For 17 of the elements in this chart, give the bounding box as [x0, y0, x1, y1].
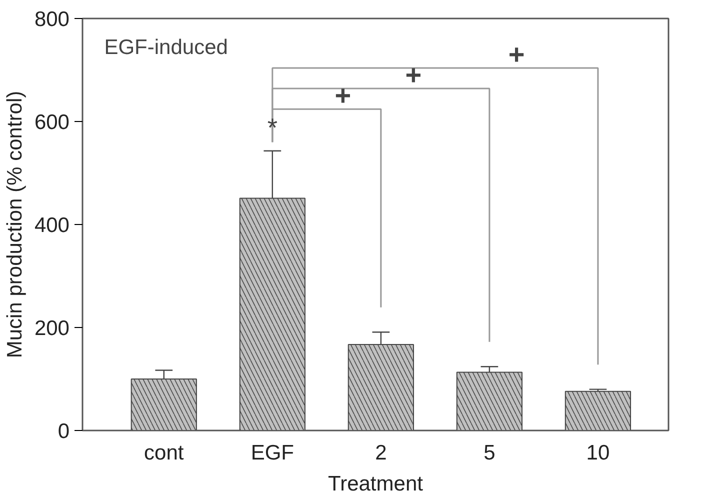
y-tick-label: 200 [34, 317, 70, 340]
annotation: EGF-induced [104, 36, 228, 59]
y-tick-label: 600 [34, 111, 70, 134]
x-tick-label: cont [144, 442, 184, 464]
annotation: + [334, 80, 352, 112]
x-tick-label: 5 [484, 442, 496, 464]
x-tick-label: 2 [375, 442, 387, 464]
annotation: + [508, 38, 525, 70]
y-axis-title: Mucin production (% control) [3, 90, 26, 358]
y-tick-label: 800 [34, 8, 70, 31]
y-tick-label: 400 [34, 214, 70, 237]
annotation: + [405, 59, 422, 90]
x-tick-label: 10 [586, 442, 610, 464]
x-tick-label: EGF [250, 442, 294, 464]
annotation: * [267, 112, 278, 143]
y-tick-label: 0 [58, 420, 70, 443]
x-axis-title: Treatment [328, 472, 424, 496]
